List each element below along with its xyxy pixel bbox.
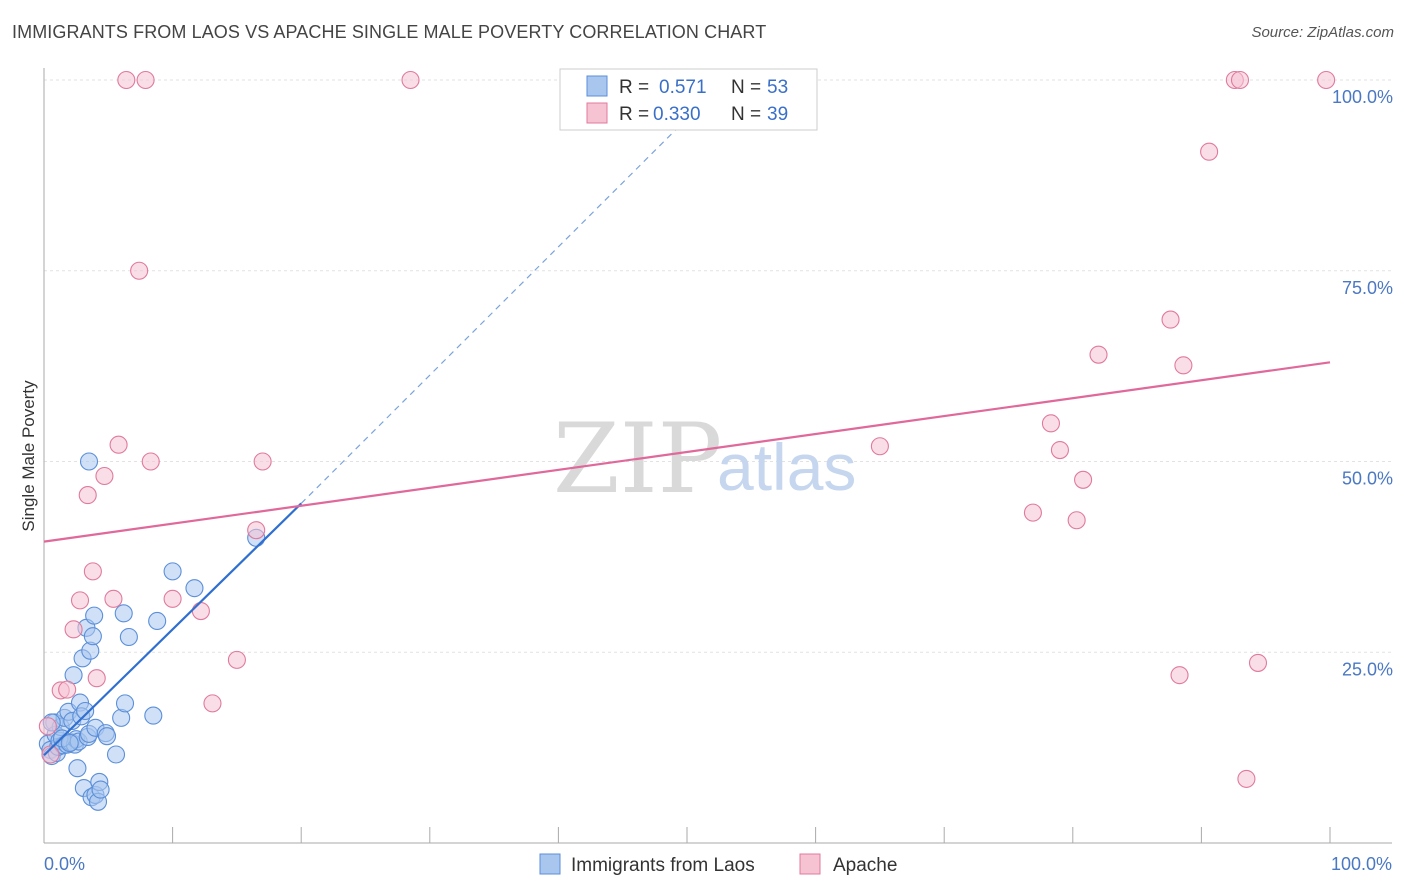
point-laos bbox=[83, 627, 102, 646]
point-apache bbox=[253, 452, 272, 471]
point-apache bbox=[1067, 511, 1086, 530]
point-apache bbox=[1174, 356, 1193, 375]
point-apache bbox=[70, 591, 90, 610]
point-apache bbox=[1023, 503, 1042, 522]
series-legend-label-apache: Apache bbox=[833, 855, 897, 876]
point-laos bbox=[119, 627, 138, 647]
legend-swatch-apache bbox=[586, 102, 608, 124]
point-laos bbox=[148, 611, 167, 631]
y-tick-label: 50.0% bbox=[1342, 469, 1393, 489]
point-apache bbox=[227, 650, 246, 669]
legend-r-label-2: R = bbox=[619, 104, 649, 125]
point-laos bbox=[115, 694, 135, 713]
point-laos bbox=[114, 604, 133, 623]
point-laos bbox=[68, 759, 87, 778]
point-apache bbox=[1050, 441, 1069, 460]
series-legend: Immigrants from Laos Apache bbox=[539, 853, 897, 876]
axes bbox=[43, 68, 1392, 844]
x-tick-label-max: 100.0% bbox=[1331, 854, 1392, 874]
x-tick-label-min: 0.0% bbox=[44, 854, 85, 874]
point-laos bbox=[85, 606, 104, 625]
point-apache bbox=[1200, 142, 1219, 161]
point-apache bbox=[58, 680, 77, 699]
data-points bbox=[38, 70, 1336, 811]
legend-n-label-2: N = bbox=[731, 104, 761, 125]
point-apache bbox=[1230, 70, 1250, 90]
legend-r-value-2: 0.330 bbox=[653, 104, 701, 125]
point-apache bbox=[83, 562, 102, 581]
point-apache bbox=[87, 669, 106, 688]
point-apache bbox=[191, 601, 210, 621]
y-axis-label: Single Male Poverty bbox=[19, 380, 38, 532]
trend-line-laos-extrapolated bbox=[300, 79, 727, 504]
point-apache bbox=[1041, 414, 1060, 433]
legend-r-value-1: 0.571 bbox=[659, 77, 707, 98]
point-apache bbox=[1248, 653, 1268, 672]
legend-n-label-1: N = bbox=[731, 77, 761, 98]
trend-line-apache bbox=[43, 361, 1331, 543]
point-apache bbox=[163, 589, 182, 608]
series-legend-label-laos: Immigrants from Laos bbox=[571, 855, 755, 876]
source-credit: Source: ZipAtlas.com bbox=[1251, 24, 1394, 41]
point-apache bbox=[1237, 769, 1256, 788]
y-tick-label: 100.0% bbox=[1332, 87, 1393, 107]
point-apache bbox=[109, 435, 128, 454]
correlation-legend: R = 0.571 N = 53 R = 0.330 N = 39 bbox=[559, 68, 818, 131]
trend-line-laos bbox=[43, 502, 302, 757]
point-apache bbox=[1317, 70, 1336, 90]
point-laos bbox=[144, 706, 163, 725]
point-laos bbox=[91, 780, 110, 799]
point-apache bbox=[1089, 345, 1108, 364]
point-laos bbox=[106, 745, 126, 764]
point-apache bbox=[78, 486, 97, 505]
point-apache bbox=[41, 745, 60, 764]
point-apache bbox=[401, 70, 420, 90]
legend-r-label-1: R = bbox=[619, 77, 649, 98]
x-ticks bbox=[43, 827, 1331, 843]
trend-lines bbox=[43, 79, 1331, 757]
point-apache bbox=[104, 589, 123, 608]
legend-n-value-2: 39 bbox=[767, 104, 788, 125]
point-apache bbox=[64, 620, 83, 639]
point-laos bbox=[163, 562, 182, 581]
point-apache bbox=[38, 717, 57, 736]
y-tick-label: 75.0% bbox=[1342, 278, 1393, 298]
series-legend-swatch-apache bbox=[799, 853, 821, 875]
y-tick-labels: 25.0% 50.0% 75.0% 100.0% bbox=[1332, 87, 1393, 679]
watermark: ZIP atlas bbox=[553, 403, 856, 515]
series-legend-swatch-laos bbox=[539, 853, 561, 875]
point-apache bbox=[1161, 310, 1180, 329]
point-laos bbox=[60, 733, 79, 753]
y-tick-label: 25.0% bbox=[1342, 659, 1393, 679]
point-apache bbox=[95, 466, 114, 486]
point-laos bbox=[76, 701, 95, 721]
point-apache bbox=[130, 261, 149, 280]
watermark-atlas: atlas bbox=[717, 430, 856, 504]
point-apache bbox=[117, 70, 136, 90]
point-apache bbox=[141, 452, 160, 471]
point-laos bbox=[79, 452, 99, 471]
point-apache bbox=[1074, 470, 1093, 489]
point-apache bbox=[1170, 666, 1189, 685]
point-laos bbox=[97, 727, 117, 746]
point-apache bbox=[136, 70, 155, 90]
legend-swatch-laos bbox=[586, 75, 608, 97]
point-apache bbox=[203, 694, 222, 713]
point-apache bbox=[247, 521, 266, 540]
legend-n-value-1: 53 bbox=[767, 77, 788, 98]
point-laos bbox=[185, 579, 204, 598]
point-apache bbox=[870, 437, 889, 456]
chart-title: IMMIGRANTS FROM LAOS VS APACHE SINGLE MA… bbox=[12, 22, 767, 42]
